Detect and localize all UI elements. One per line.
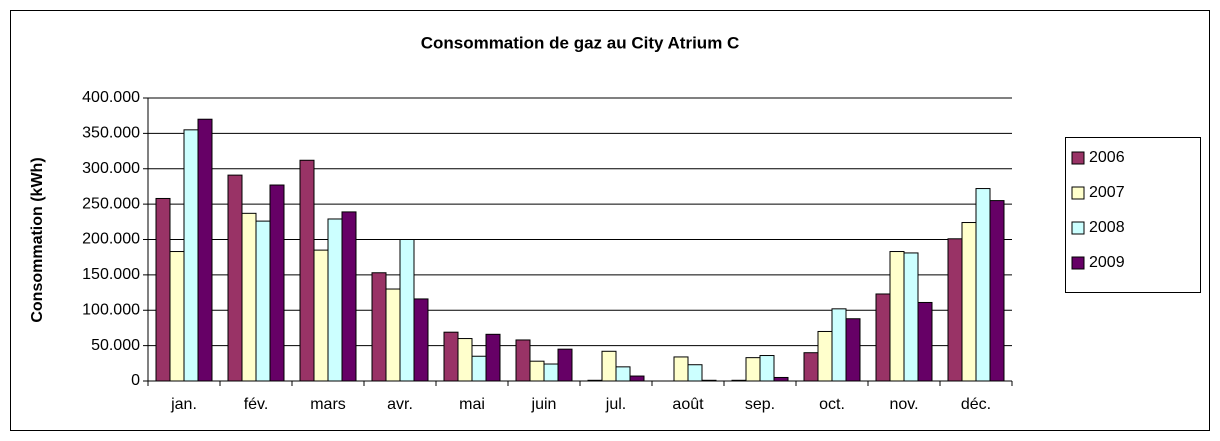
y-tick-label: 300.000 (82, 160, 140, 177)
bar (803, 352, 819, 382)
bar (831, 308, 847, 382)
legend-label: 2009 (1089, 254, 1125, 271)
y-axis-label: Consommation (kWh) (29, 157, 46, 322)
bar (947, 238, 963, 382)
bar (587, 379, 603, 382)
bar (299, 159, 315, 382)
x-tick-label: fév. (244, 396, 269, 413)
x-tick-label: sep. (745, 396, 775, 413)
bar (457, 338, 473, 382)
legend-swatch (1071, 221, 1085, 235)
x-tick-label: juin (531, 396, 557, 413)
x-tick-label: août (672, 396, 704, 413)
bar (701, 379, 717, 382)
bar (917, 301, 933, 382)
bar (601, 350, 617, 382)
chart-title: Consommation de gaz au City Atrium C (421, 33, 740, 52)
bar (557, 348, 573, 382)
x-tick-label: avr. (387, 396, 413, 413)
bar (543, 363, 559, 382)
bar (773, 376, 789, 382)
y-tick-label: 200.000 (82, 231, 140, 248)
bar (471, 355, 487, 382)
bar (975, 188, 991, 382)
legend-box (1065, 137, 1201, 293)
y-tick-label: 50.000 (91, 337, 140, 354)
x-tick-label: oct. (819, 396, 845, 413)
bar (443, 331, 459, 382)
legend-label: 2007 (1089, 184, 1125, 201)
y-tick-label: 150.000 (82, 266, 140, 283)
bar (731, 379, 747, 382)
bar (485, 333, 501, 382)
y-tick-label: 250.000 (82, 195, 140, 212)
x-tick-label: mars (310, 396, 346, 413)
bar (227, 174, 243, 382)
bar (687, 364, 703, 382)
bar (385, 288, 401, 382)
bar (399, 239, 415, 382)
legend-swatch (1071, 256, 1085, 270)
bar (269, 184, 285, 382)
bar (889, 251, 905, 382)
y-tick-label: 0 (131, 372, 140, 389)
bar (515, 339, 531, 382)
bar (313, 249, 329, 382)
bar (327, 218, 343, 382)
x-tick-label: mai (459, 396, 485, 413)
legend-swatch (1071, 186, 1085, 200)
bar (413, 298, 429, 382)
bar (169, 251, 185, 382)
bar (241, 212, 257, 382)
bar (817, 330, 833, 382)
x-tick-label: déc. (961, 396, 991, 413)
bar (371, 272, 387, 382)
bar (903, 252, 919, 382)
legend-label: 2008 (1089, 219, 1125, 236)
bar (341, 211, 357, 382)
bar (845, 318, 861, 382)
bar (989, 200, 1005, 382)
y-tick-label: 100.000 (82, 301, 140, 318)
bar (673, 356, 689, 382)
bar (961, 222, 977, 382)
x-tick-label: jan. (170, 396, 197, 413)
bar (255, 220, 271, 382)
legend-label: 2006 (1089, 149, 1125, 166)
x-tick-label: nov. (889, 396, 918, 413)
legend-swatch (1071, 151, 1085, 165)
bar (197, 118, 213, 382)
bar (875, 293, 891, 382)
bar (629, 375, 645, 382)
x-tick-label: jul. (605, 396, 626, 413)
y-tick-label: 400.000 (82, 89, 140, 106)
y-tick-label: 350.000 (82, 125, 140, 142)
bar (155, 197, 171, 382)
bar (745, 357, 761, 382)
bar (759, 355, 775, 382)
bar (615, 366, 631, 382)
bar (529, 360, 545, 382)
bar (183, 129, 199, 382)
